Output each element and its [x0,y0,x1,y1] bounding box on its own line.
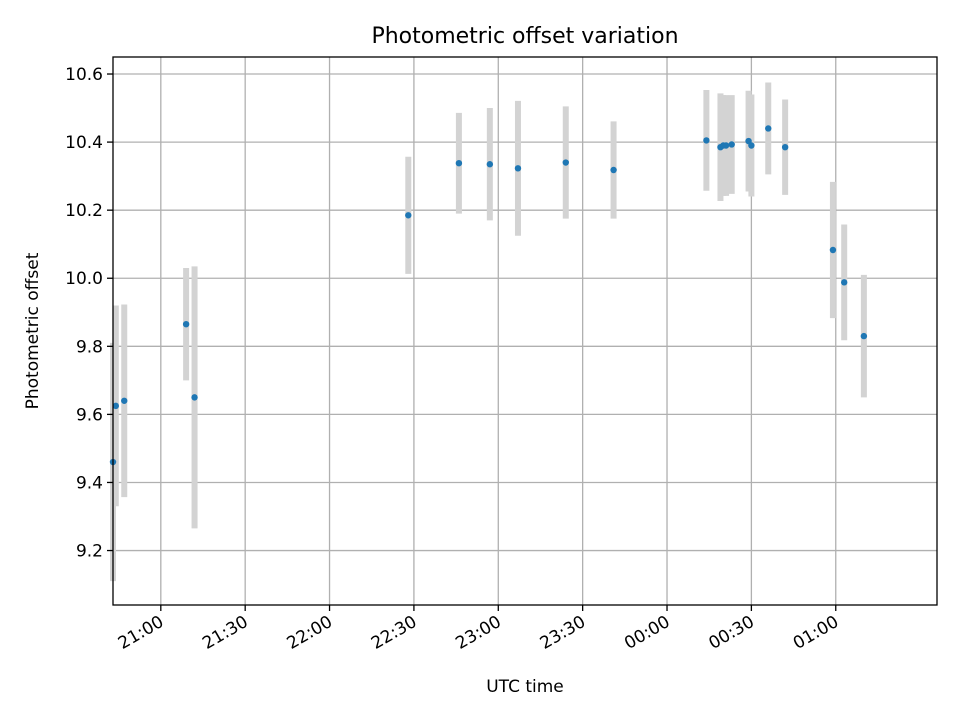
y-tick-label: 9.6 [76,405,103,425]
chart-title: Photometric offset variation [371,24,678,49]
data-point [781,143,789,151]
x-axis-label: UTC time [486,677,564,697]
plot-frame [112,56,938,606]
data-point [455,159,463,167]
data-point [514,165,522,172]
data-point [405,212,412,219]
y-tick-label: 9.8 [76,337,103,357]
data-point [722,142,730,149]
grid [113,57,937,605]
y-tick-label: 10.6 [65,65,103,85]
data-point [860,332,868,340]
data-point [703,137,710,144]
data-point [182,320,190,328]
data-point [112,402,120,410]
y-tick-label: 9.4 [76,473,103,493]
data-point [191,394,198,401]
data-point [829,246,837,254]
y-tick-label: 10.2 [65,201,103,221]
data-point [486,161,494,168]
data-point [121,397,128,404]
y-tick-label: 10.0 [65,269,103,289]
y-tick-label: 9.2 [76,542,103,562]
data-point [840,279,848,286]
data-point [765,125,772,132]
data-point [748,142,755,149]
y-tick-label: 10.4 [65,133,103,153]
data-point [562,159,569,166]
data-point [610,166,617,174]
y-axis-label: Photometric offset [23,252,43,409]
data-point [728,141,735,148]
data-points [109,125,868,466]
